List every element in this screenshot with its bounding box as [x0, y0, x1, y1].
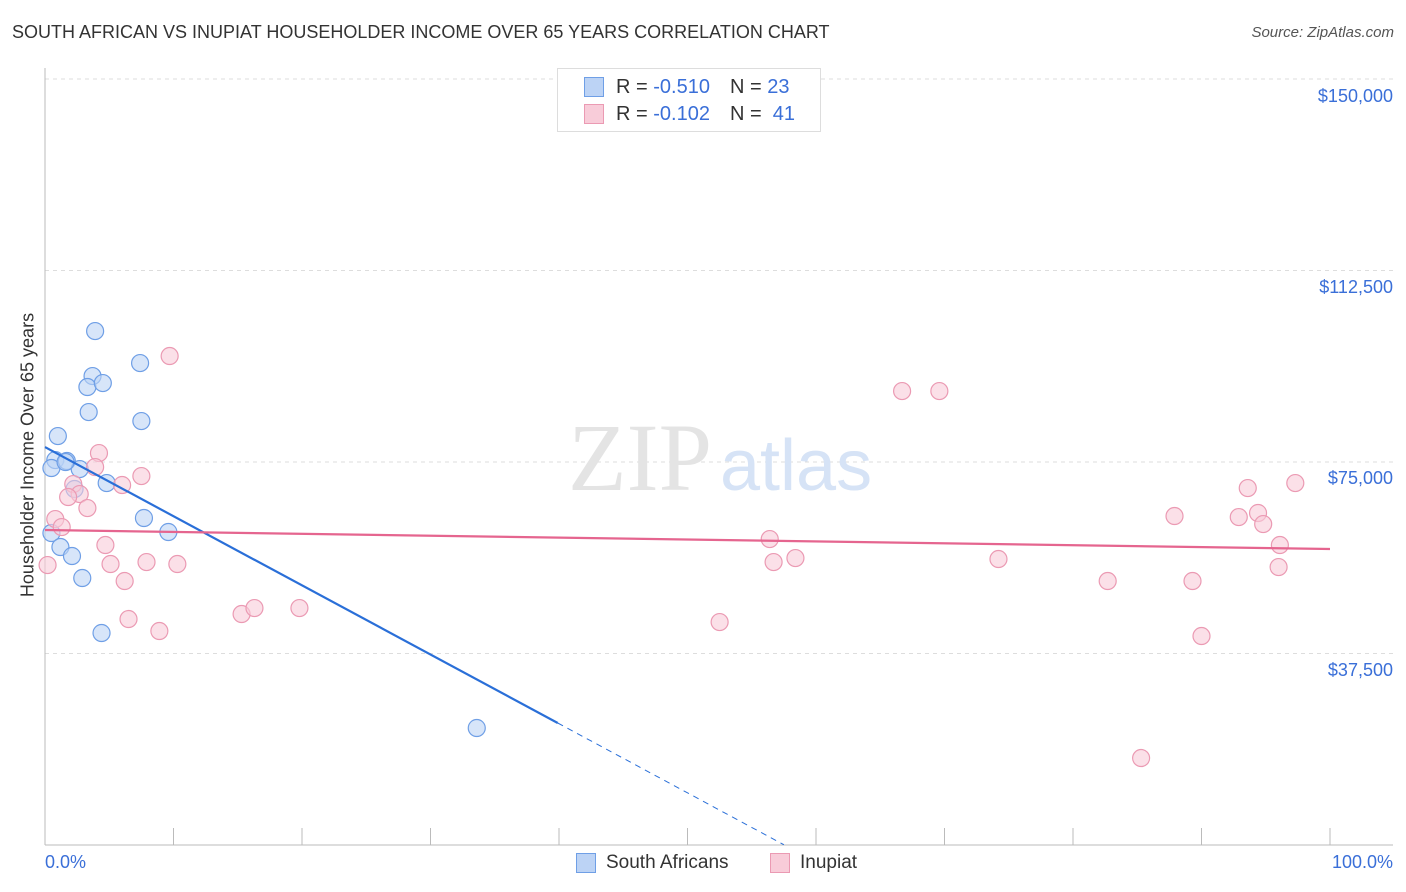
- inupiat-point: [1286, 473, 1305, 493]
- r-label: R =: [616, 102, 648, 125]
- inupiat-point: [760, 529, 779, 549]
- south-african-point: [48, 426, 67, 446]
- x-tick-label-max: 100.0%: [1331, 852, 1393, 872]
- chart-title: SOUTH AFRICAN VS INUPIAT HOUSEHOLDER INC…: [12, 22, 830, 42]
- legend-label: South Africans: [606, 852, 729, 873]
- inupiat-point: [52, 517, 71, 537]
- south-african-point: [92, 623, 111, 643]
- inupiat-point: [160, 346, 179, 366]
- inupiat-point: [1165, 506, 1184, 526]
- south-african-trend-line: [44, 446, 559, 724]
- n-label: N =: [729, 102, 762, 125]
- inupiat-point: [786, 548, 805, 568]
- inupiat-point: [1238, 478, 1257, 498]
- blue-swatch: [584, 77, 604, 97]
- watermark-atlas: atlas: [720, 426, 872, 506]
- inupiat-point: [710, 612, 729, 632]
- inupiat-point: [930, 381, 949, 401]
- inupiat-point: [1254, 514, 1273, 534]
- watermark-zip: ZIP: [568, 404, 712, 511]
- y-tick-label: $37,500: [1327, 660, 1393, 680]
- n-label: N =: [729, 75, 762, 98]
- pink-swatch: [770, 853, 790, 873]
- inupiat-point: [115, 571, 134, 591]
- inupiat-point: [132, 466, 151, 486]
- south-african-point: [86, 321, 105, 341]
- r-label: R =: [616, 75, 648, 98]
- south-african-point: [73, 568, 92, 588]
- south-african-point: [130, 353, 150, 373]
- inupiat-point: [989, 549, 1008, 569]
- south-african-point: [78, 377, 97, 397]
- inupiat-point: [101, 554, 120, 574]
- inupiat-point: [38, 555, 57, 575]
- inupiat-point: [1098, 571, 1117, 591]
- inupiat-point: [1192, 626, 1211, 646]
- south-african-point: [93, 373, 112, 393]
- inupiat-point: [1269, 557, 1288, 577]
- blue-swatch: [576, 853, 596, 873]
- pink-r-value: -0.102: [653, 102, 710, 125]
- inupiat-point: [764, 552, 783, 572]
- blue-n-value: 23: [767, 75, 790, 98]
- south-african-point: [134, 508, 154, 528]
- legend-label: Inupiat: [800, 852, 858, 873]
- inupiat-point: [892, 381, 912, 401]
- inupiat-point: [1270, 535, 1289, 555]
- inupiat-point: [59, 487, 78, 507]
- inupiat-point: [119, 609, 138, 629]
- pink-swatch: [584, 104, 604, 124]
- inupiat-point: [137, 552, 156, 572]
- inupiat-point: [96, 535, 115, 555]
- south-african-trend-extension: [557, 722, 785, 846]
- y-tick-label: $112,500: [1319, 277, 1393, 297]
- inupiat-point: [245, 598, 264, 618]
- legend-item-inupiat: Inupiat: [770, 852, 857, 874]
- legend-item-south-africans: South Africans: [576, 852, 729, 874]
- inupiat-point: [150, 621, 169, 641]
- y-tick-label: $75,000: [1327, 468, 1393, 488]
- inupiat-point: [78, 498, 97, 518]
- inupiat-point: [168, 554, 187, 574]
- inupiat-point: [1183, 571, 1202, 591]
- south-african-point: [467, 718, 486, 738]
- correlation-legend: R = -0.510 N = 23 R = -0.102 N = 41: [557, 68, 821, 132]
- y-tick-label: $150,000: [1317, 86, 1393, 106]
- inupiat-point: [290, 598, 309, 618]
- south-african-point: [79, 402, 98, 422]
- inupiat-trend-line: [44, 528, 1331, 551]
- blue-r-value: -0.510: [653, 75, 710, 98]
- x-tick-label-min: 0.0%: [45, 852, 87, 872]
- source-label: Source: ZipAtlas.com: [1251, 24, 1394, 41]
- inupiat-point: [1229, 507, 1248, 527]
- south-african-point: [62, 546, 82, 566]
- pink-n-value: 41: [772, 102, 796, 125]
- south-african-point: [132, 411, 151, 431]
- inupiat-point: [1132, 748, 1151, 768]
